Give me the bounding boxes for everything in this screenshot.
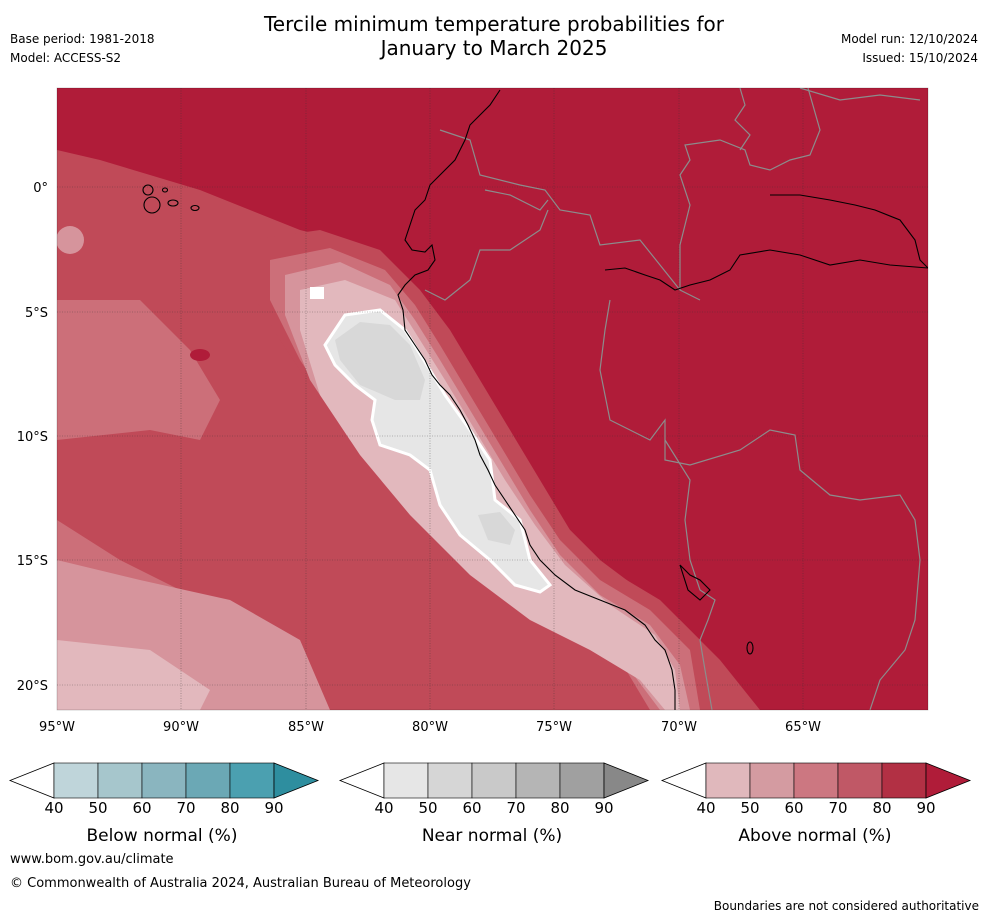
legend-swatch <box>383 762 429 799</box>
meta-right: Model run: 12/10/2024 Issued: 15/10/2024 <box>841 30 978 68</box>
legend-tick-label: 50 <box>418 799 437 815</box>
legend-tick-label: 70 <box>176 799 195 815</box>
longitude-labels: 95°W 90°W 85°W 80°W 75°W 70°W 65°W <box>39 720 821 735</box>
legend-swatch <box>141 762 187 799</box>
legend-swatch <box>515 762 561 799</box>
legend-below-normal: 40 50 60 70 80 90 <box>8 762 320 815</box>
region-above-50-sw <box>57 640 210 710</box>
small-patch-white <box>310 287 324 299</box>
lat-label-5s: 5°S <box>25 306 48 321</box>
patch-above-60-west <box>57 226 84 254</box>
legend-title-above: Above normal (%) <box>738 826 892 846</box>
legend-tick-label: 50 <box>88 799 107 815</box>
lat-label-10s: 10°S <box>17 430 48 445</box>
legend-arrow-high <box>273 762 320 799</box>
legend-tick-label: 60 <box>132 799 151 815</box>
legend-swatch <box>881 762 927 799</box>
region-near-60 <box>335 322 425 400</box>
copyright-text: © Commonwealth of Australia 2024, Austra… <box>10 876 471 891</box>
legend-swatch <box>793 762 839 799</box>
coastlines <box>142 89 928 710</box>
lon-label-80w: 80°W <box>412 720 448 735</box>
legend-swatch <box>427 762 473 799</box>
legend-title-near: Near normal (%) <box>421 826 563 846</box>
lon-label-85w: 85°W <box>288 720 324 735</box>
legend-tick-label: 90 <box>916 799 935 815</box>
legend-near-ticks: 40 50 60 70 80 90 <box>374 799 613 815</box>
chart-title: Tercile minimum temperature probabilitie… <box>0 12 988 60</box>
legend-swatch <box>749 762 795 799</box>
legend-tick-label: 40 <box>374 799 393 815</box>
model-run: Model run: 12/10/2024 <box>840 32 978 46</box>
legend-swatch <box>97 762 143 799</box>
legend-tick-label: 80 <box>550 799 569 815</box>
legend-swatch <box>837 762 883 799</box>
legend-swatch <box>705 762 751 799</box>
legend-above-ticks: 40 50 60 70 80 90 <box>696 799 935 815</box>
legend-tick-label: 90 <box>264 799 283 815</box>
legend-tick-label: 60 <box>462 799 481 815</box>
legend-swatch <box>229 762 275 799</box>
legend-tick-label: 50 <box>740 799 759 815</box>
legend-arrow-low <box>338 762 385 799</box>
lon-label-70w: 70°W <box>661 720 697 735</box>
issued-date: Issued: 15/10/2024 <box>862 51 978 65</box>
legend-tick-label: 70 <box>828 799 847 815</box>
legend-tick-label: 40 <box>696 799 715 815</box>
lon-label-95w: 95°W <box>39 720 75 735</box>
lat-label-15s: 15°S <box>17 554 48 569</box>
legend-below-swatches <box>8 762 320 799</box>
lon-label-90w: 90°W <box>163 720 199 735</box>
model-name: Model: ACCESS-S2 <box>10 51 122 65</box>
lon-label-65w: 65°W <box>785 720 821 735</box>
country-borders <box>424 88 921 710</box>
legend-swatch <box>471 762 517 799</box>
legend-tick-label: 80 <box>220 799 239 815</box>
legend-below-ticks: 40 50 60 70 80 90 <box>44 799 283 815</box>
legend-tick-label: 40 <box>44 799 63 815</box>
latitude-labels: 0° 5°S 10°S 15°S 20°S <box>17 181 48 694</box>
legend-tick-label: 80 <box>872 799 891 815</box>
legend-tick-label: 70 <box>506 799 525 815</box>
region-above-70-west <box>57 300 220 440</box>
meta-left: Base period: 1981-2018 Model: ACCESS-S2 <box>10 30 155 68</box>
legend-tick-label: 90 <box>594 799 613 815</box>
region-near-60-south <box>478 512 515 545</box>
legend-arrow-low <box>8 762 55 799</box>
disclaimer-text: Boundaries are not considered authoritat… <box>713 899 979 913</box>
legend-tick-label: 60 <box>784 799 803 815</box>
legend-arrow-low <box>660 762 707 799</box>
patch-above-90-pacific <box>190 349 210 361</box>
legend-above-swatches <box>660 762 972 799</box>
website-link[interactable]: www.bom.gov.au/climate <box>10 852 174 867</box>
region-above-90-land <box>57 88 928 710</box>
title-line-1: Tercile minimum temperature probabilitie… <box>263 12 725 36</box>
legend-near-swatches <box>338 762 650 799</box>
title-line-2: January to March 2025 <box>380 36 608 60</box>
base-period: Base period: 1981-2018 <box>10 32 155 46</box>
lat-label-20s: 20°S <box>17 679 48 694</box>
legend-swatch <box>53 762 99 799</box>
legend-swatch <box>185 762 231 799</box>
legend-title-below: Below normal (%) <box>86 826 238 846</box>
legend-arrow-high <box>603 762 650 799</box>
lon-label-75w: 75°W <box>536 720 572 735</box>
legend-near-normal: 40 50 60 70 80 90 <box>338 762 650 815</box>
legend-above-normal: 40 50 60 70 80 90 <box>660 762 972 815</box>
probability-map: 0° 5°S 10°S 15°S 20°S 95°W 90°W 85°W 80°… <box>17 87 929 735</box>
lat-label-0: 0° <box>33 181 48 196</box>
legend-swatch <box>559 762 605 799</box>
grid-lines <box>57 88 928 710</box>
legend-arrow-high <box>925 762 972 799</box>
